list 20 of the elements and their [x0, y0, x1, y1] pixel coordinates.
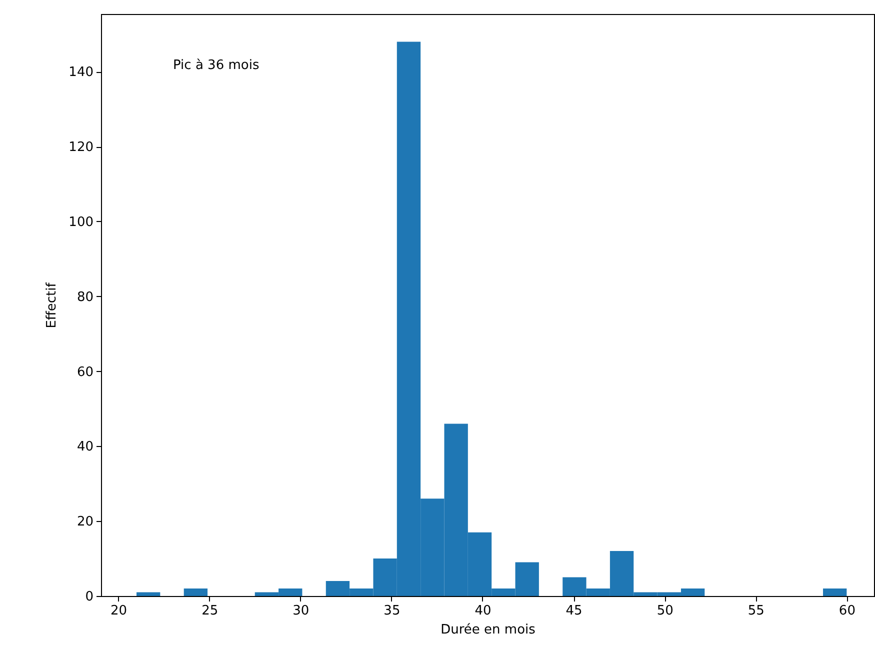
annotation: Pic à 36 mois — [173, 58, 260, 73]
x-tick-label: 55 — [748, 604, 764, 618]
y-tick-label: 20 — [76, 514, 94, 530]
x-tick-label: 30 — [292, 604, 310, 618]
x-tick-label: 50 — [656, 604, 674, 618]
x-tick-label: 25 — [202, 604, 218, 618]
y-tick-label: 100 — [68, 214, 94, 230]
x-tick-label: 35 — [384, 604, 400, 618]
y-tick-label: 80 — [76, 290, 94, 305]
x-tick-label: 60 — [838, 604, 856, 618]
x-tick-label: 40 — [474, 604, 492, 618]
y-tick-label: 40 — [76, 440, 94, 455]
x-tick-label: 20 — [110, 604, 128, 618]
y-tick-label: 0 — [85, 590, 94, 604]
y-tick-label: 60 — [76, 364, 94, 380]
x-axis-title: Durée en mois — [440, 622, 536, 638]
x-tick-label: 45 — [566, 604, 582, 618]
y-axis-title: Effectif — [44, 282, 60, 328]
y-tick-label: 140 — [68, 65, 94, 80]
y-tick-label: 120 — [68, 140, 94, 156]
